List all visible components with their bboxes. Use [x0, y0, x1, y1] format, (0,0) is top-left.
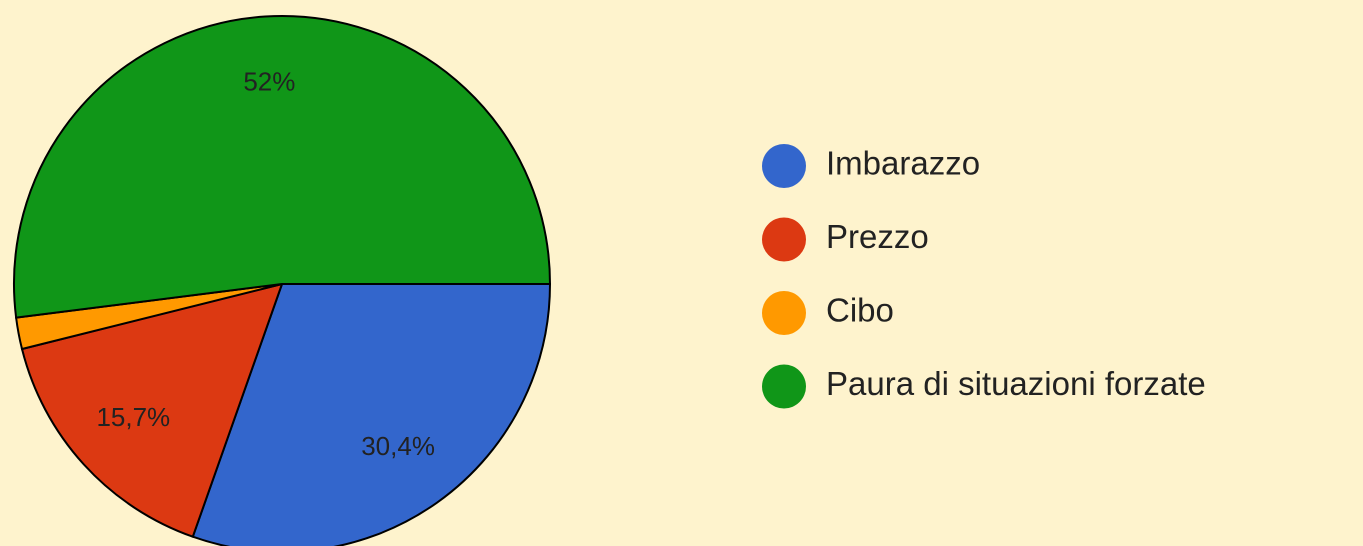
pie-slice	[191, 283, 552, 546]
legend-swatch	[762, 364, 806, 409]
pie-slice	[13, 15, 552, 319]
legend-label: Paura di situazioni forzate	[826, 365, 1206, 402]
legend-swatch	[762, 144, 806, 188]
pie-slice	[20, 282, 284, 538]
slice-label: 52%	[243, 66, 295, 96]
legend-swatch	[762, 217, 806, 262]
slice-label: 30,4%	[361, 431, 435, 461]
slice-label: 15,7%	[96, 402, 170, 432]
legend-swatch	[762, 291, 806, 335]
legend-label: Cibo	[826, 292, 894, 329]
legend-label: Imbarazzo	[826, 145, 980, 182]
legend-label: Prezzo	[826, 218, 929, 255]
